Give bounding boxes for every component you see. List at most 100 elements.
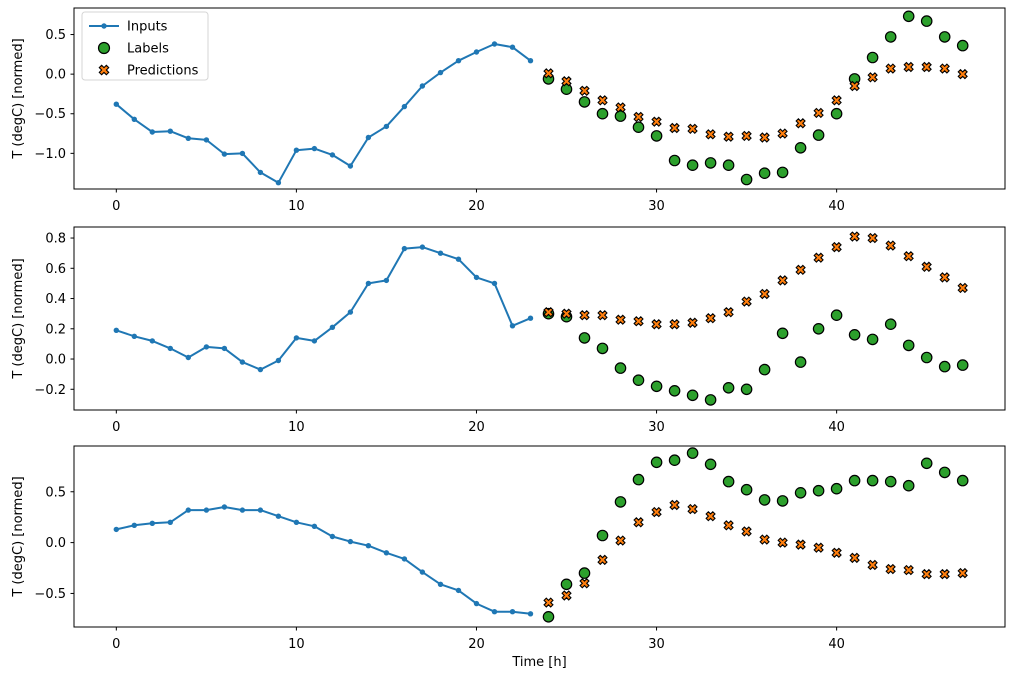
inputs-marker [491, 41, 498, 47]
labels-point [596, 107, 609, 120]
y-tick-label: −1.0 [34, 147, 66, 162]
predictions-point [651, 506, 662, 518]
predictions-point [813, 107, 824, 119]
labels-point [812, 129, 825, 141]
labels-point [902, 10, 915, 23]
labels-point [956, 39, 969, 52]
predictions-point [813, 252, 824, 263]
x-tick-label: 0 [112, 199, 120, 214]
labels-point [614, 362, 627, 374]
labels-point [596, 342, 609, 355]
inputs-marker [383, 123, 390, 130]
legend-label: Inputs [127, 20, 168, 35]
predictions-point [921, 61, 932, 73]
legend-box [81, 11, 209, 81]
inputs-marker [401, 245, 408, 252]
labels-point [650, 130, 663, 142]
inputs-marker [473, 49, 480, 55]
legend-label: Labels [127, 42, 169, 57]
inputs-marker [203, 137, 210, 143]
y-tick-label: 0.2 [45, 322, 66, 337]
predictions-point [579, 309, 590, 321]
inputs-marker [419, 244, 426, 250]
predictions-point [813, 542, 824, 553]
predictions-point [777, 275, 788, 286]
labels-point [722, 159, 735, 171]
inputs-marker [527, 315, 534, 321]
labels-point [560, 83, 573, 95]
labels-point [704, 458, 717, 471]
predictions-point [759, 132, 770, 143]
labels-point [596, 529, 609, 542]
labels-point [614, 110, 627, 122]
x-tick-label: 10 [288, 637, 305, 652]
labels-point [812, 484, 825, 497]
inputs-marker [149, 520, 155, 526]
inputs-marker [455, 58, 462, 64]
labels-point [776, 166, 789, 179]
legend-label: Predictions [127, 64, 199, 79]
labels-point [794, 486, 807, 499]
labels-point [866, 474, 879, 487]
inputs-marker [131, 522, 137, 528]
inputs-marker [491, 280, 498, 287]
y-tick-label: −0.5 [34, 587, 66, 602]
predictions-point [615, 314, 626, 325]
inputs-marker [293, 519, 300, 525]
labels-point [866, 51, 879, 64]
predictions-point [867, 559, 878, 571]
x-tick-label: 20 [468, 420, 485, 435]
predictions-point [759, 288, 770, 300]
labels-point [578, 332, 591, 344]
labels-point [830, 107, 843, 120]
labels-point [812, 322, 825, 335]
predictions-point [903, 564, 914, 576]
labels-point [794, 356, 807, 368]
predictions-point [741, 130, 752, 142]
inputs-line [115, 246, 531, 371]
labels-point [920, 15, 933, 27]
predictions-point [759, 534, 770, 545]
predictions-point [687, 503, 698, 515]
predictions-point [795, 539, 806, 550]
inputs-marker [311, 338, 318, 344]
predictions-point [957, 282, 968, 294]
predictions-point [561, 76, 572, 87]
predictions-point [579, 85, 590, 96]
predictions-point [723, 306, 734, 318]
inputs-marker [509, 44, 516, 50]
inputs-marker [221, 151, 228, 157]
inputs-marker [329, 152, 336, 158]
labels-point [920, 351, 933, 364]
inputs-marker [185, 507, 191, 513]
inputs-marker [329, 324, 336, 330]
x-tick-label: 10 [288, 199, 305, 214]
predictions-point [633, 517, 644, 528]
inputs-marker [329, 533, 336, 540]
inputs-marker [491, 609, 498, 615]
predictions-point [705, 510, 716, 522]
predictions-point [615, 102, 626, 113]
inputs-marker [221, 504, 228, 510]
inputs-marker [275, 180, 282, 186]
inputs-marker [365, 134, 372, 141]
predictions-point [885, 240, 896, 251]
inputs-marker [437, 69, 444, 76]
labels-point [722, 381, 735, 394]
inputs-marker [365, 280, 372, 287]
inputs-marker [293, 335, 300, 341]
predictions-point [705, 129, 716, 140]
x-tick-label: 0 [112, 420, 120, 435]
inputs-marker [509, 609, 516, 615]
predictions-point [687, 123, 698, 135]
inputs-marker [239, 150, 246, 157]
inputs-marker [149, 129, 155, 135]
inputs-marker [221, 345, 228, 352]
labels-point [848, 474, 861, 487]
inputs-marker [239, 359, 246, 365]
labels-point [884, 318, 897, 330]
labels-point [686, 447, 699, 459]
legend-item-labels: Labels [97, 42, 169, 57]
inputs-marker [419, 83, 426, 89]
